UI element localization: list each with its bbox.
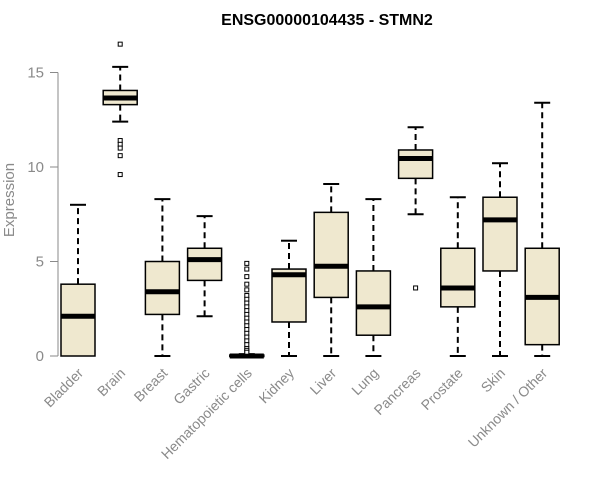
- box-pancreas: [397, 126, 434, 291]
- iqr-box: [482, 196, 518, 272]
- x-tick-label: Breast: [131, 365, 171, 405]
- outlier-point: [117, 41, 123, 47]
- box-kidney: [271, 239, 307, 357]
- x-tick-label: Brain: [94, 365, 128, 399]
- y-tick-label: 15: [27, 65, 44, 82]
- y-axis: 0 5 10 15: [27, 65, 59, 365]
- box-gastric: [186, 215, 223, 318]
- iqr-box: [186, 247, 223, 282]
- outlier-point: [244, 287, 250, 293]
- outlier-point: [117, 172, 123, 178]
- iqr-box: [355, 270, 392, 336]
- box-unknown-other: [524, 101, 560, 357]
- x-tick-label: Lung: [348, 365, 381, 398]
- iqr-box: [397, 149, 434, 180]
- outlier-point: [244, 349, 250, 355]
- outlier-point: [244, 274, 250, 280]
- x-tick-label: Skin: [478, 365, 509, 396]
- iqr-box: [313, 211, 349, 299]
- iqr-box: [60, 283, 96, 357]
- chart-title: ENSG00000104435 - STMN2: [221, 12, 433, 29]
- x-tick-label: Prostate: [418, 365, 466, 413]
- x-tick-label: Pancreas: [371, 365, 424, 418]
- x-tick-label: Bladder: [41, 365, 87, 411]
- box-liver: [313, 183, 349, 357]
- y-tick-label: 5: [36, 254, 44, 271]
- box-breast: [144, 198, 181, 357]
- outlier-point: [244, 260, 250, 266]
- outlier-point: [244, 281, 250, 287]
- y-tick-label: 0: [36, 348, 44, 365]
- iqr-box: [440, 247, 476, 308]
- x-tick-label: Kidney: [256, 365, 298, 407]
- box-brain: [102, 41, 138, 178]
- iqr-box: [271, 268, 307, 323]
- y-axis-label: Expression: [1, 163, 18, 237]
- box-skin: [482, 162, 518, 357]
- box-lung: [355, 198, 392, 357]
- outlier-point: [244, 266, 250, 272]
- iqr-box: [144, 260, 181, 316]
- x-tick-label: Unknown / Other: [465, 365, 551, 451]
- outlier-point: [413, 285, 419, 291]
- outlier-point: [117, 153, 123, 159]
- boxplot-series: [60, 41, 560, 359]
- box-bladder: [60, 203, 96, 357]
- y-tick-label: 10: [27, 159, 44, 176]
- x-tick-label: Liver: [307, 365, 340, 398]
- outlier-point: [117, 145, 123, 151]
- box-hematopoietic-cells: [229, 260, 265, 359]
- box-prostate: [440, 196, 476, 357]
